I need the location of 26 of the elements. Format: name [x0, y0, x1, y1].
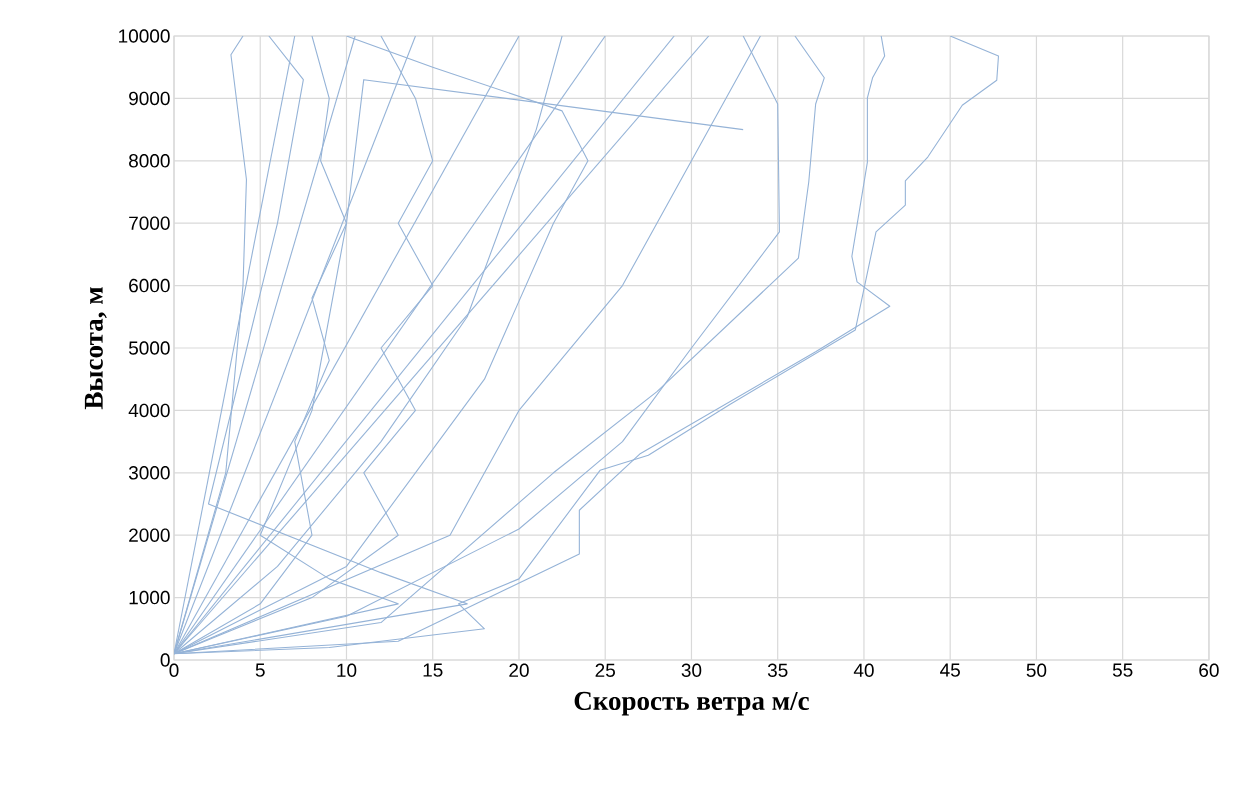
x-tick-label: 40 [853, 663, 874, 677]
y-tick-label: 10000 [119, 29, 170, 43]
x-tick-label: 35 [767, 663, 788, 677]
x-tick-label: 15 [423, 663, 443, 677]
y-tick-label: 5000 [128, 341, 170, 355]
y-tick-label: 7000 [129, 216, 170, 230]
y-axis-title: Высота, м [84, 287, 107, 410]
y-tick-label: 6000 [129, 278, 170, 293]
y-tick-label: 3000 [128, 466, 170, 480]
y-tick-label: 4000 [128, 403, 170, 418]
x-tick-label: 60 [1199, 663, 1219, 677]
x-tick-label: 25 [595, 663, 615, 677]
y-tick-label: 2000 [129, 528, 170, 542]
x-tick-label: 20 [509, 663, 529, 677]
y-tick-label: 9000 [129, 91, 170, 106]
y-tick-label: 0 [160, 653, 170, 667]
x-tick-label: 30 [681, 663, 702, 677]
x-tick-label: 50 [1026, 663, 1047, 677]
x-tick-label: 10 [337, 663, 357, 677]
y-tick-label: 1000 [129, 590, 170, 605]
x-tick-label: 0 [169, 663, 179, 677]
x-axis-title: Скорость ветра м/с [574, 691, 809, 716]
x-tick-label: 5 [255, 663, 265, 677]
y-tick-label: 8000 [129, 154, 170, 168]
x-tick-label: 45 [940, 663, 960, 677]
x-tick-label: 55 [1112, 663, 1133, 677]
